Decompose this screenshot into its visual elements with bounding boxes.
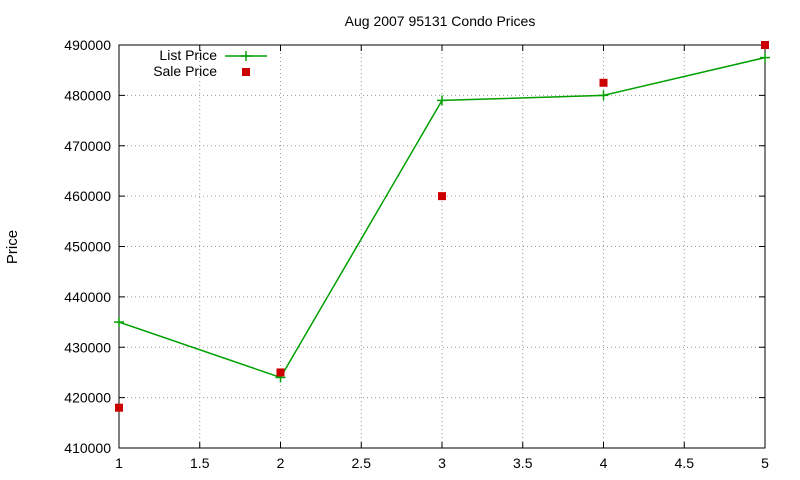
x-tick-label: 3.5 [513,455,533,471]
x-tick-label: 1.5 [190,455,210,471]
x-tick-label: 4.5 [675,455,695,471]
legend-marker [242,68,250,76]
y-tick-label: 430000 [64,339,111,355]
y-tick-label: 490000 [64,37,111,53]
series-layer [114,41,770,412]
x-tick-label: 2 [277,455,285,471]
x-tick-labels: 1 1.5 2 2.5 3 3.5 4 4.5 5 [115,455,769,471]
y-tick-labels: 410000 420000 430000 440000 450000 460000 4700… [64,37,111,456]
grid-lines [119,45,765,448]
sale-price-point [599,78,608,87]
x-tick-label: 1 [115,455,123,471]
legend-label: List Price [159,47,217,63]
legend-item-list-price: List Price [159,47,267,63]
y-tick-label: 440000 [64,289,111,305]
x-tick-label: 5 [761,455,769,471]
list-price-point [598,90,609,101]
sale-price-point [438,192,446,201]
y-tick-label: 410000 [64,440,111,456]
list-price-point [114,317,124,328]
list-price-series [114,52,770,383]
sale-price-point [115,403,123,412]
legend-label: Sale Price [153,63,217,79]
y-tick-label: 450000 [64,239,111,255]
chart-title: Aug 2007 95131 Condo Prices [345,13,536,29]
y-tick-label: 470000 [64,138,111,154]
list-price-point [437,95,447,106]
x-tick-label: 2.5 [352,455,372,471]
list-price-point [760,52,770,63]
legend-marker [241,51,251,61]
y-tick-label: 460000 [64,188,111,204]
y-axis-label: Price [4,230,21,264]
sale-price-point [761,41,769,49]
sale-price-series [115,41,769,412]
x-tick-label: 3 [438,455,446,471]
plot-frame [118,44,766,449]
x-tick-label: 4 [600,455,608,471]
sale-price-point [276,368,285,377]
y-tick-label: 420000 [64,390,111,406]
y-tick-label: 480000 [64,87,111,103]
legend-item-sale-price: Sale Price [153,63,250,79]
